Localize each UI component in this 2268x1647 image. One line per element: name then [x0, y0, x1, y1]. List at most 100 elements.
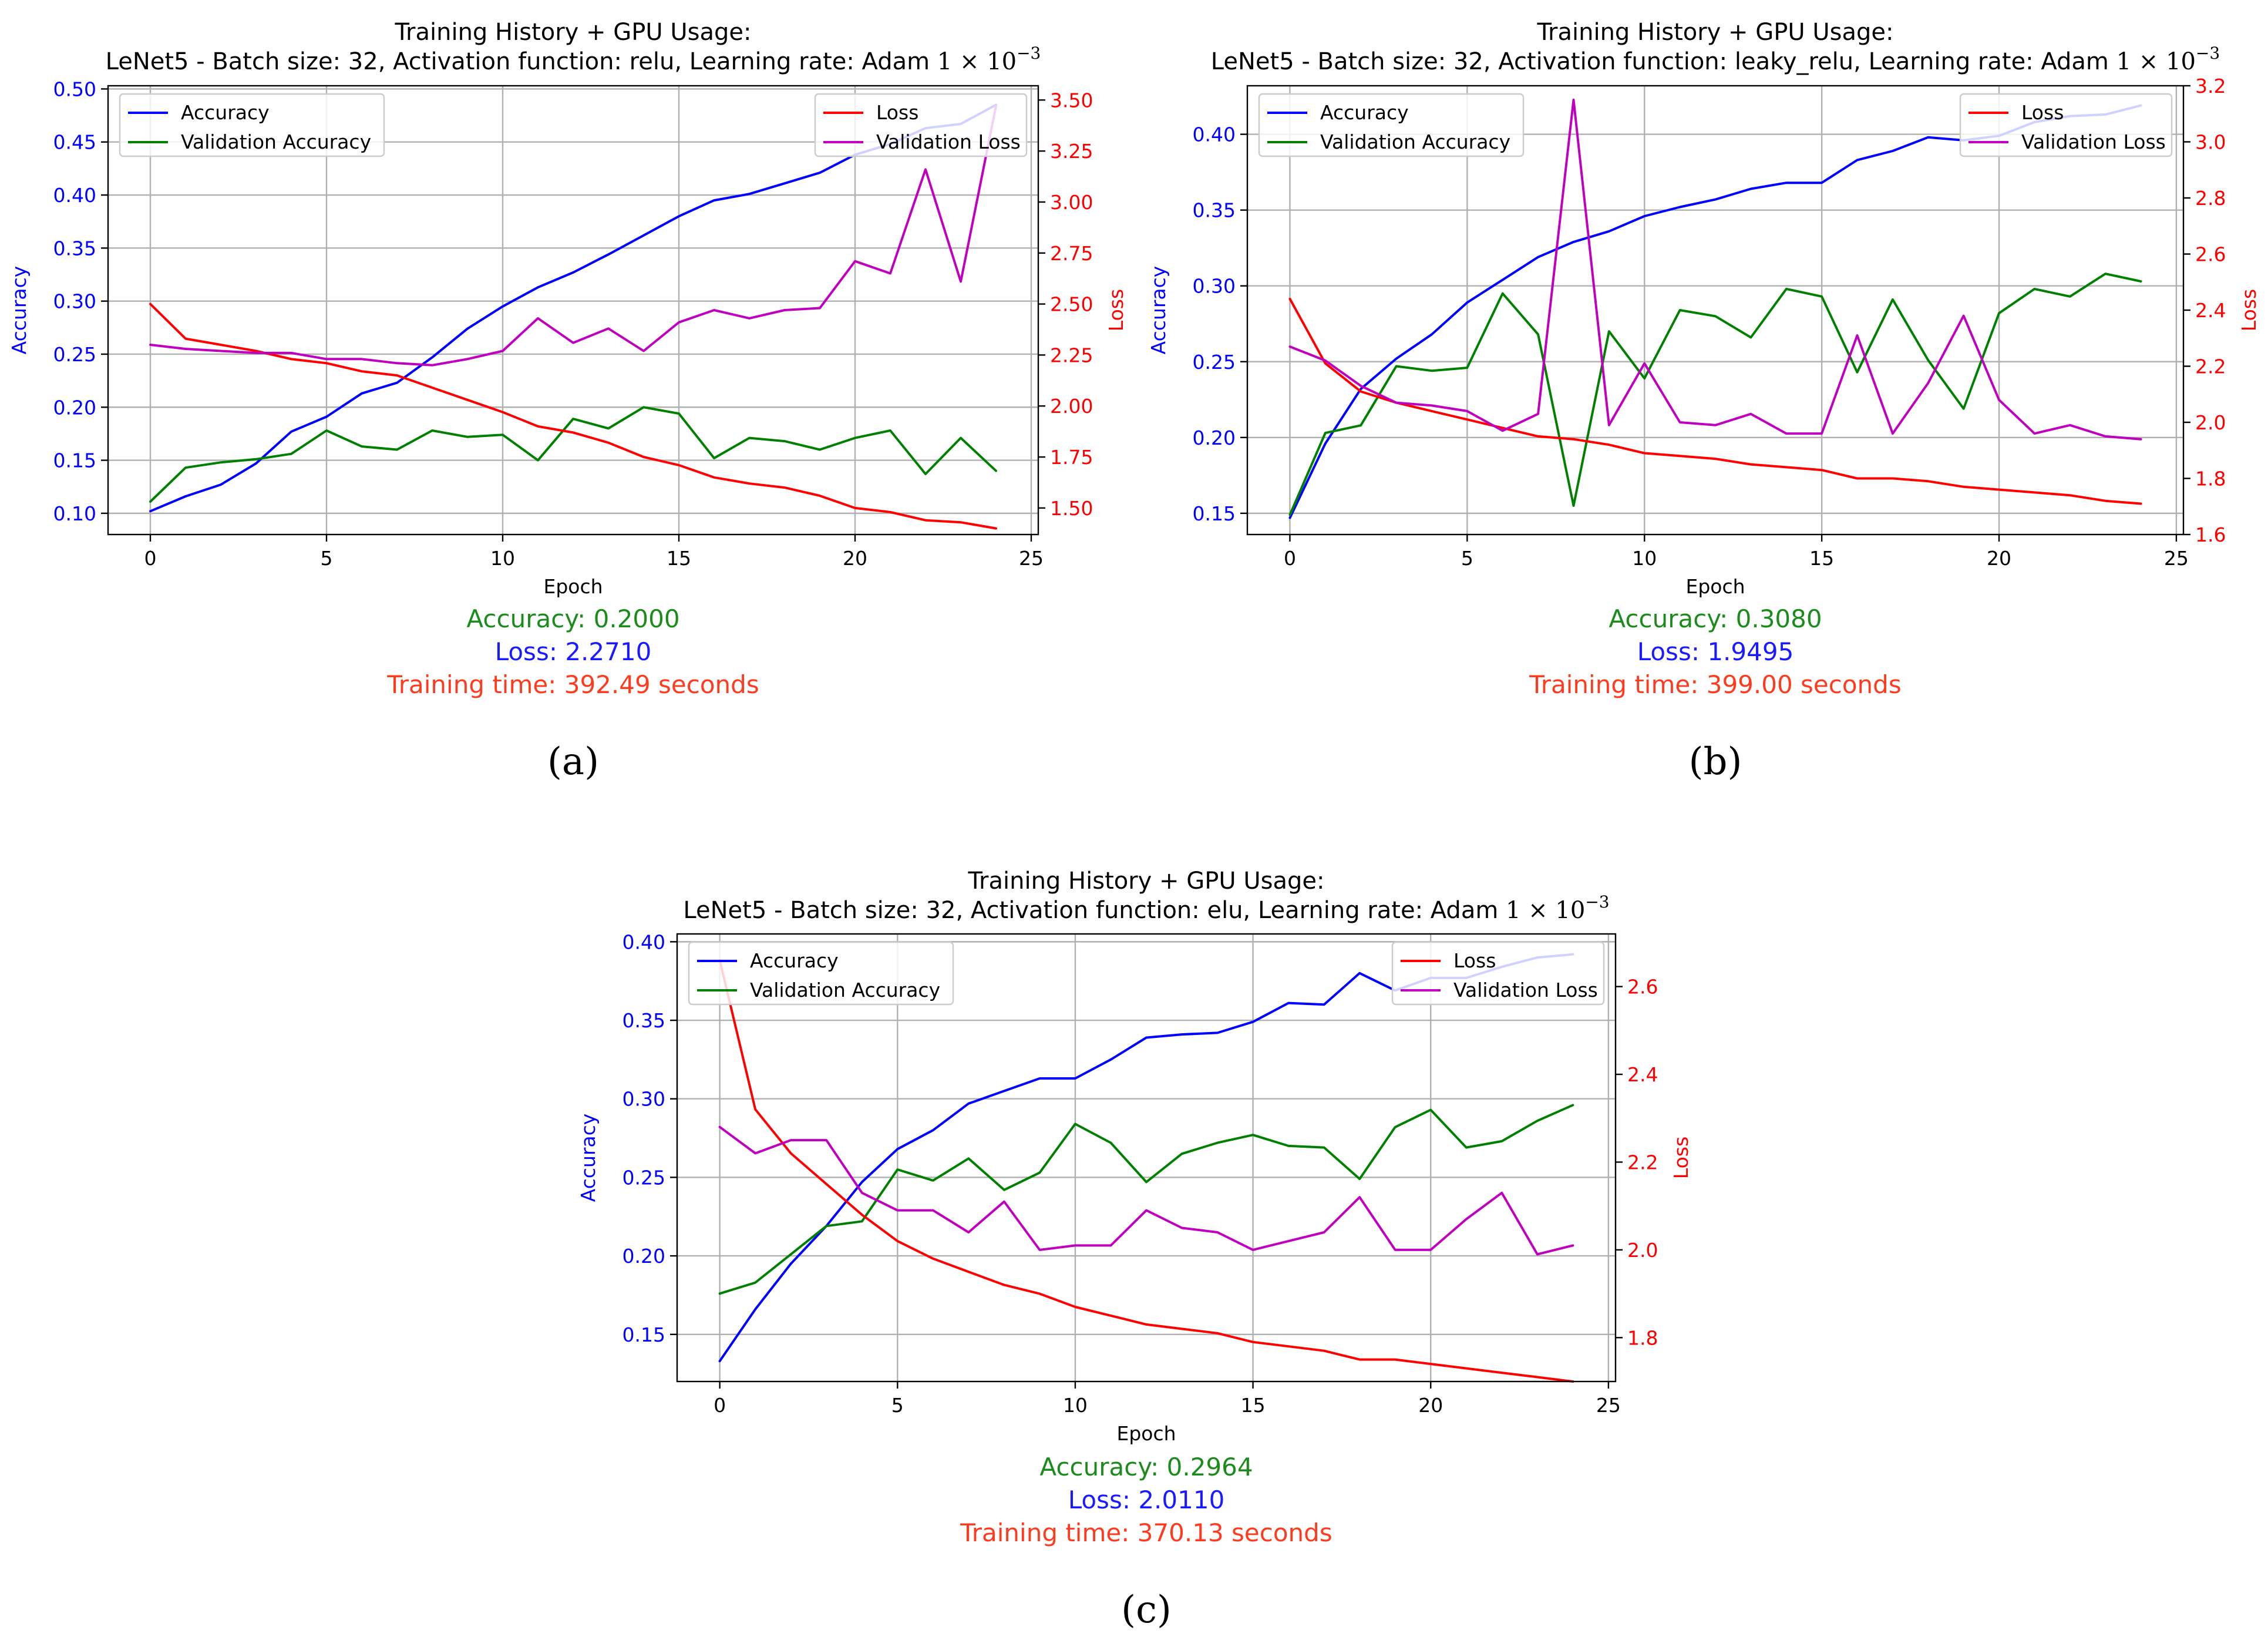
- plot-frame: [676, 933, 1617, 1383]
- x-tick-label: 0: [714, 1394, 726, 1417]
- legend-label: Accuracy: [181, 101, 270, 124]
- y-left-tick-label: 0.25: [1193, 351, 1236, 374]
- y-right-tick-label: 3.50: [1050, 89, 1093, 112]
- y-left-tick-label: 0.15: [622, 1323, 665, 1346]
- panel-label: (b): [1689, 740, 1742, 784]
- chart-title-line1: Training History + GPU Usage:: [967, 868, 1324, 895]
- legend-label: Validation Loss: [2021, 130, 2166, 153]
- series-line-validation-accuracy: [149, 406, 997, 503]
- summary-loss: Loss: 2.0110: [1068, 1485, 1225, 1514]
- x-tick-label: 15: [1241, 1394, 1266, 1417]
- chart-title-line1: Training History + GPU Usage:: [394, 19, 751, 46]
- series-line-loss: [1288, 297, 2142, 505]
- y-right-tick-label: 1.50: [1050, 497, 1093, 520]
- x-tick-label: 15: [667, 547, 691, 570]
- y-right-tick-label: 1.8: [1627, 1326, 1658, 1349]
- y-right-tick-label: 2.6: [1627, 976, 1658, 999]
- y-right-tick-label: 2.2: [2195, 355, 2226, 378]
- series-line-accuracy: [1288, 104, 2142, 519]
- y-right-axis-label: Loss: [1105, 289, 1128, 331]
- panel-label: (a): [547, 740, 599, 784]
- y-right-tick-label: 1.6: [2195, 523, 2226, 546]
- y-left-axis-label: Accuracy: [577, 1114, 600, 1202]
- legend-box: [688, 941, 954, 1006]
- legend-label: Validation Accuracy: [750, 979, 940, 1001]
- legend-label: Accuracy: [750, 949, 839, 972]
- series-line-loss: [149, 302, 997, 530]
- y-right-axis-label: Loss: [2237, 289, 2260, 331]
- series-line-validation-loss: [149, 105, 997, 367]
- summary-training-time: Training time: 399.00 seconds: [1529, 670, 1901, 699]
- y-left-tick-label: 0.20: [1193, 426, 1236, 449]
- summary-loss: Loss: 2.2710: [495, 637, 652, 666]
- y-right-tick-label: 1.75: [1050, 446, 1093, 469]
- y-right-tick-label: 2.0: [2195, 411, 2226, 434]
- summary-training-time: Training time: 370.13 seconds: [960, 1518, 1332, 1547]
- y-left-tick-label: 0.40: [1193, 123, 1236, 146]
- chart-panel-3: Training History + GPU Usage:LeNet5 - Ba…: [577, 868, 1692, 1632]
- summary-accuracy: Accuracy: 0.3080: [1609, 604, 1822, 633]
- x-tick-label: 10: [1632, 547, 1657, 570]
- y-left-tick-label: 0.35: [53, 237, 96, 260]
- y-right-tick-label: 2.4: [2195, 299, 2226, 322]
- chart-panel-2: Training History + GPU Usage:LeNet5 - Ba…: [1147, 19, 2260, 784]
- legend-label: Validation Accuracy: [181, 130, 371, 153]
- summary-loss: Loss: 1.9495: [1637, 637, 1794, 666]
- legend-box: [1391, 941, 1605, 1006]
- y-left-tick-label: 0.20: [53, 396, 96, 419]
- y-left-tick-label: 0.30: [53, 290, 96, 313]
- summary-training-time: Training time: 392.49 seconds: [386, 670, 759, 699]
- x-tick-label: 20: [1987, 547, 2011, 570]
- y-right-tick-label: 3.00: [1050, 191, 1093, 214]
- legend-label: Validation Accuracy: [1320, 130, 1510, 153]
- series-line-validation-loss: [718, 1125, 1574, 1256]
- y-left-axis-label: Accuracy: [1147, 266, 1170, 355]
- summary-accuracy: Accuracy: 0.2000: [466, 604, 679, 633]
- series-line-accuracy: [149, 103, 997, 513]
- y-right-axis-label: Loss: [1670, 1137, 1692, 1179]
- y-left-tick-label: 0.10: [53, 502, 96, 525]
- legend-label: Validation Loss: [876, 130, 1021, 153]
- legend-box: [814, 93, 1028, 157]
- y-right-tick-label: 2.4: [1627, 1063, 1658, 1086]
- chart-panel-1: Training History + GPU Usage:LeNet5 - Ba…: [8, 19, 1128, 784]
- legend-label: Validation Loss: [1453, 979, 1598, 1001]
- y-right-tick-label: 2.50: [1050, 293, 1093, 316]
- y-left-tick-label: 0.35: [622, 1009, 665, 1032]
- y-left-tick-label: 0.30: [1193, 275, 1236, 298]
- series-line-validation-accuracy: [718, 1104, 1574, 1295]
- chart-title-line2: LeNet5 - Batch size: 32, Activation func…: [1211, 43, 2220, 75]
- x-tick-label: 15: [1809, 547, 1834, 570]
- x-tick-label: 25: [1019, 547, 1044, 570]
- series-line-validation-accuracy: [1288, 273, 2142, 516]
- y-left-tick-label: 0.40: [53, 184, 96, 207]
- x-axis-label: Epoch: [1685, 575, 1745, 598]
- series-line-loss: [718, 959, 1574, 1383]
- x-tick-label: 0: [1284, 547, 1296, 570]
- y-right-tick-label: 3.25: [1050, 140, 1093, 163]
- y-right-tick-label: 3.2: [2195, 75, 2226, 98]
- y-right-tick-label: 2.00: [1050, 395, 1093, 418]
- x-tick-label: 5: [321, 547, 333, 570]
- legend-label: Loss: [2021, 101, 2064, 124]
- legend-box: [119, 93, 385, 157]
- x-tick-label: 25: [1596, 1394, 1621, 1417]
- y-left-tick-label: 0.15: [53, 449, 96, 472]
- y-right-tick-label: 2.2: [1627, 1151, 1658, 1174]
- y-left-tick-label: 0.35: [1193, 199, 1236, 222]
- y-left-tick-label: 0.20: [622, 1245, 665, 1268]
- legend-box: [1959, 93, 2173, 157]
- x-tick-label: 5: [1461, 547, 1473, 570]
- panel-label: (c): [1121, 1588, 1172, 1632]
- y-right-tick-label: 2.0: [1627, 1239, 1658, 1262]
- series-line-validation-loss: [1288, 98, 2142, 441]
- x-tick-label: 25: [2164, 547, 2189, 570]
- y-right-tick-label: 3.0: [2195, 131, 2226, 154]
- chart-title-line2: LeNet5 - Batch size: 32, Activation func…: [683, 892, 1609, 924]
- y-left-tick-label: 0.50: [53, 78, 96, 100]
- plot-frame: [107, 85, 1039, 536]
- series-line-accuracy: [718, 953, 1574, 1363]
- x-axis-label: Epoch: [543, 575, 603, 598]
- summary-accuracy: Accuracy: 0.2964: [1039, 1453, 1253, 1481]
